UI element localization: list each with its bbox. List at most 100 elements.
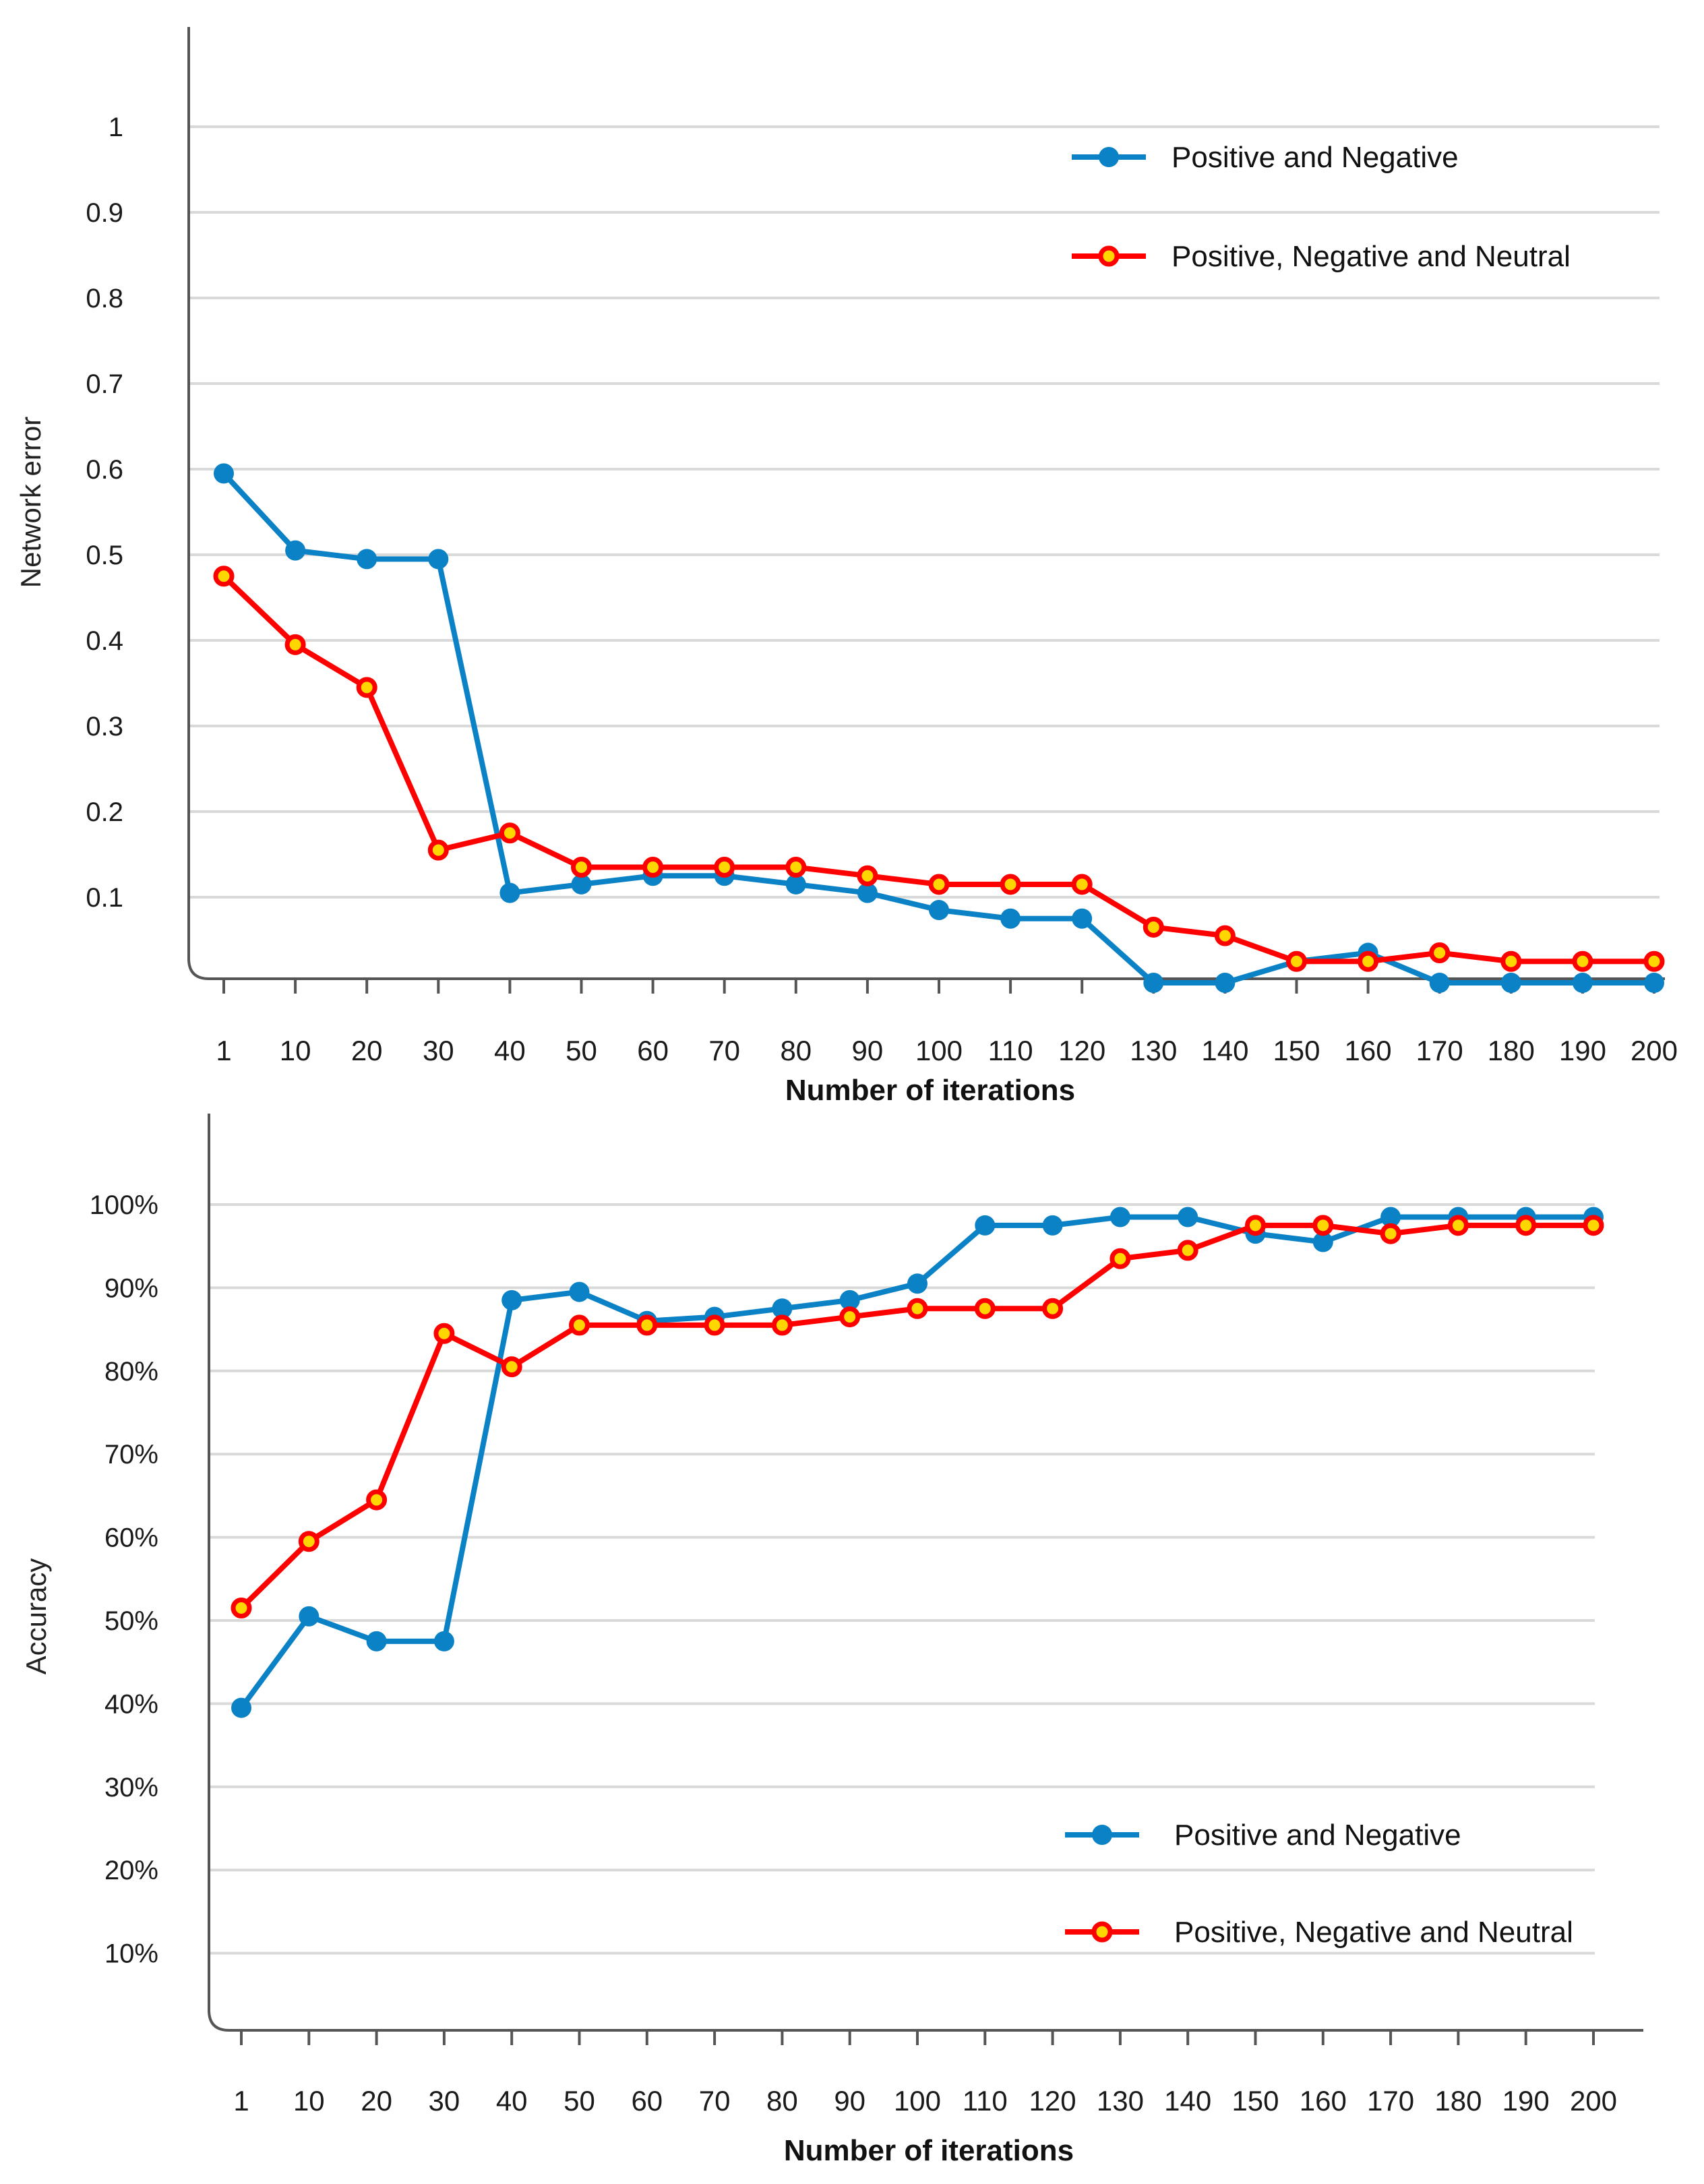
- x-tick-label: 140: [1164, 2085, 1211, 2117]
- x-tick-label: 120: [1058, 1035, 1105, 1066]
- data-point: [299, 1606, 320, 1627]
- data-point: [839, 1290, 860, 1310]
- x-tick-label: 1: [216, 1035, 231, 1066]
- data-point: [1643, 950, 1665, 972]
- legend-item: Positive and Negative: [1072, 141, 1459, 174]
- data-point: [569, 1281, 590, 1302]
- data-point: [1245, 1215, 1266, 1236]
- x-tick-label: 40: [496, 2085, 528, 2117]
- y-tick-label: 100%: [90, 1190, 158, 1220]
- x-tick-label: 40: [494, 1035, 526, 1066]
- y-tick-label: 0.9: [86, 198, 123, 228]
- y-axis-title: Accuracy: [20, 1558, 52, 1675]
- x-tick-label: 190: [1559, 1035, 1606, 1066]
- data-point: [1312, 1215, 1334, 1236]
- data-point: [839, 1306, 861, 1328]
- y-tick-labels: 0.1 0.2 0.3 0.4 0.5 0.6 0.7 0.8 0.9 1: [86, 113, 123, 913]
- x-tick-label: 160: [1345, 1035, 1392, 1066]
- data-point: [1042, 1298, 1064, 1319]
- y-tick-label: 90%: [104, 1273, 158, 1303]
- data-point: [1177, 1240, 1198, 1261]
- data-point: [1380, 1207, 1401, 1227]
- data-point: [1071, 874, 1093, 895]
- legend-item: Positive, Negative and Neutral: [1065, 1916, 1573, 1949]
- data-point: [1515, 1215, 1537, 1236]
- data-point: [213, 566, 235, 587]
- data-point: [366, 1631, 387, 1651]
- x-tick-label: 70: [699, 2085, 731, 2117]
- accuracy-chart: 10%20%30%40%50%60%70%80%90%100% 1 10 20 30 4…: [20, 1114, 1643, 2167]
- x-tick-label: 100: [894, 2085, 941, 2117]
- x-tick-label: 130: [1130, 1035, 1177, 1066]
- x-tick-label: 180: [1488, 1035, 1535, 1066]
- data-point: [357, 549, 377, 570]
- x-axis-title: Number of iterations: [785, 1074, 1075, 1107]
- data-point: [642, 857, 664, 878]
- data-point: [1000, 874, 1021, 895]
- y-tick-label: 20%: [104, 1856, 158, 1885]
- x-tick-marks-and-labels: 1 10 20 30 40 50 60 70 80 90 100 110 120 130 140 150 160…: [216, 979, 1678, 1066]
- series-1: [231, 1215, 1604, 1618]
- data-point: [907, 1298, 928, 1319]
- x-tick-label: 150: [1231, 2085, 1279, 2117]
- data-point: [1109, 1207, 1130, 1227]
- x-tick-label: 200: [1631, 1035, 1678, 1066]
- x-tick-label: 90: [834, 2085, 865, 2117]
- grid-lines: [189, 125, 1660, 899]
- data-point: [501, 1356, 522, 1378]
- data-point: [231, 1597, 252, 1618]
- axes-frame: [187, 27, 1665, 980]
- x-tick-label: 70: [708, 1035, 740, 1066]
- legend-marker: [1092, 1825, 1112, 1845]
- data-point: [298, 1531, 320, 1552]
- series-1: [213, 566, 1665, 972]
- x-tick-label: 130: [1097, 2085, 1144, 2117]
- y-tick-label: 0.4: [86, 626, 123, 656]
- data-point: [1429, 973, 1450, 993]
- data-point: [907, 1273, 927, 1294]
- x-tick-label: 170: [1416, 1035, 1463, 1066]
- y-tick-labels: 10% 20% 30% 40% 50% 60% 70% 80% 90% 100%: [90, 1190, 158, 1969]
- data-point: [501, 1290, 522, 1310]
- x-tick-label: 80: [766, 2085, 798, 2117]
- legend-marker: [1098, 245, 1120, 267]
- x-tick-label: 60: [637, 1035, 669, 1066]
- x-tick-label: 60: [631, 2085, 663, 2117]
- x-tick-label: 80: [780, 1035, 812, 1066]
- y-tick-label: 0.2: [86, 797, 123, 827]
- data-point: [857, 882, 878, 903]
- x-tick-label: 10: [293, 2085, 325, 2117]
- data-point: [1644, 973, 1664, 993]
- data-point: [1215, 973, 1236, 993]
- y-tick-label: 60%: [104, 1523, 158, 1553]
- x-tick-label: 110: [988, 1035, 1033, 1066]
- series-lines: [231, 1207, 1604, 1718]
- axes-frame: [208, 1114, 1643, 2032]
- data-point: [785, 857, 807, 878]
- data-point: [214, 463, 234, 484]
- data-point: [433, 1631, 454, 1651]
- data-point: [356, 677, 377, 698]
- data-point: [1042, 1215, 1063, 1236]
- data-point: [427, 839, 449, 861]
- legend-item: Positive and Negative: [1065, 1819, 1461, 1852]
- x-tick-label: 1: [233, 2085, 249, 2117]
- data-point: [1429, 942, 1451, 964]
- x-tick-label: 100: [915, 1035, 963, 1066]
- y-tick-label: 0.8: [86, 284, 123, 313]
- x-axis-title: Number of iterations: [784, 2134, 1074, 2167]
- x-tick-label: 50: [566, 1035, 597, 1066]
- x-tick-label: 20: [351, 1035, 383, 1066]
- y-tick-label: 0.7: [86, 369, 123, 399]
- data-point: [433, 1323, 455, 1344]
- legend-label: Positive, Negative and Neutral: [1174, 1916, 1573, 1949]
- data-point: [1286, 950, 1307, 972]
- series-lines: [213, 463, 1665, 993]
- data-point: [1214, 925, 1236, 946]
- legend-label: Positive, Negative and Neutral: [1172, 240, 1571, 273]
- data-point: [1583, 1215, 1604, 1236]
- data-point: [428, 549, 449, 570]
- data-point: [636, 1314, 658, 1336]
- data-point: [704, 1314, 725, 1336]
- data-point: [857, 865, 878, 886]
